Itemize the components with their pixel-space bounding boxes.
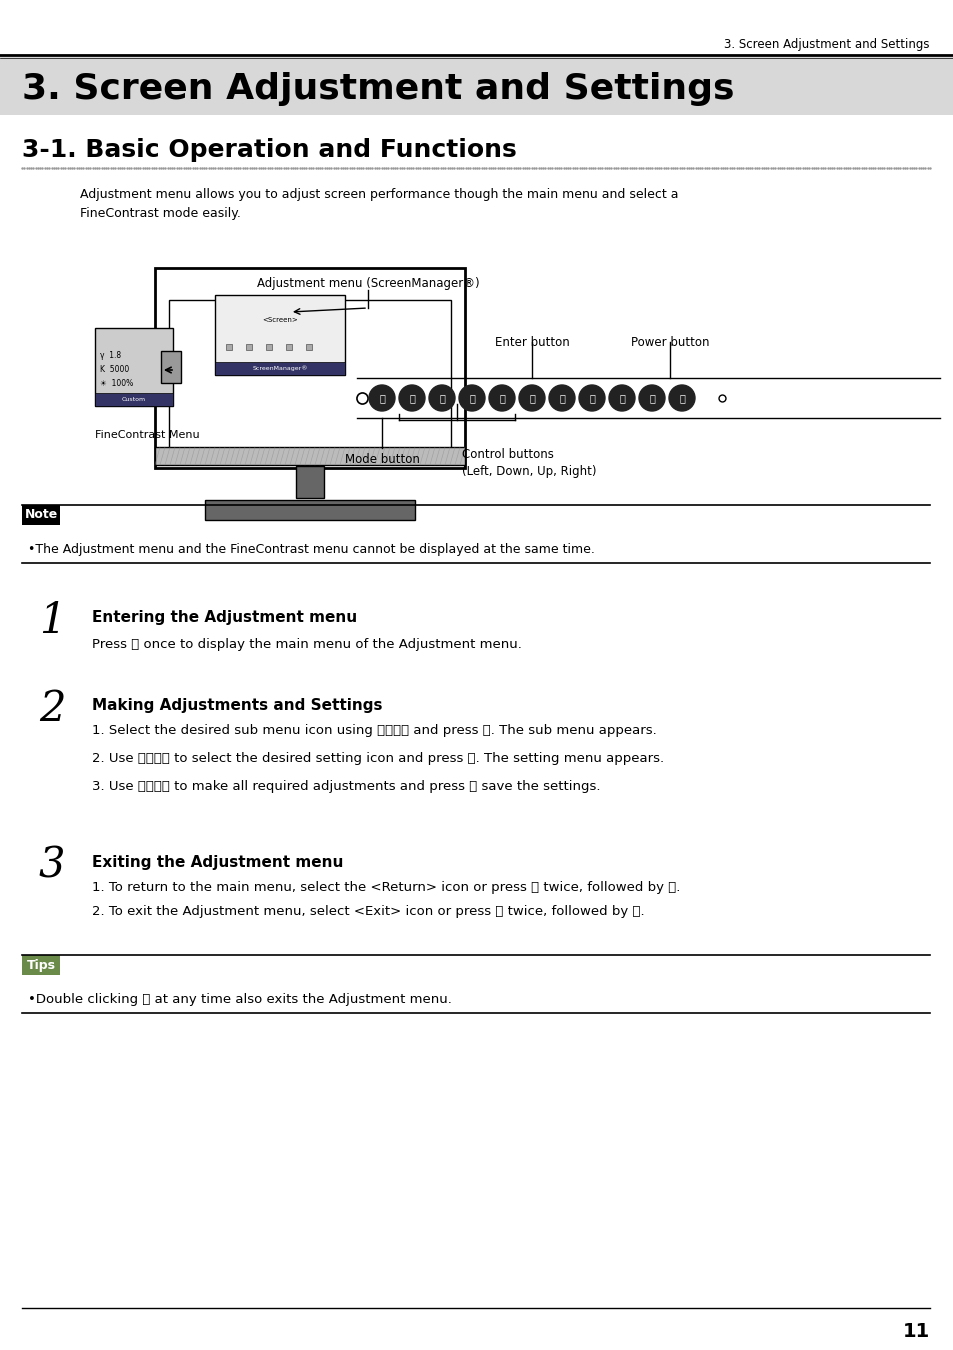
Text: Power button: Power button	[630, 336, 708, 350]
Text: ⓖ: ⓖ	[588, 393, 595, 404]
Text: Tips: Tips	[27, 958, 55, 972]
Text: ⓒ: ⓒ	[409, 393, 415, 404]
Text: K  5000: K 5000	[100, 366, 129, 374]
FancyBboxPatch shape	[22, 954, 60, 975]
Text: ⓢ: ⓢ	[648, 393, 655, 404]
FancyBboxPatch shape	[95, 328, 172, 406]
Text: ⓓ: ⓓ	[498, 393, 504, 404]
FancyBboxPatch shape	[205, 500, 415, 520]
FancyBboxPatch shape	[161, 351, 181, 383]
Text: Exiting the Adjustment menu: Exiting the Adjustment menu	[91, 855, 343, 869]
Text: 2. Use ⓜⓥⓤⓥ to select the desired setting icon and press ⓞ. The setting menu app: 2. Use ⓜⓥⓤⓥ to select the desired settin…	[91, 752, 663, 765]
Text: Adjustment menu allows you to adjust screen performance though the main menu and: Adjustment menu allows you to adjust scr…	[80, 188, 678, 220]
Text: 3. Use ⓜⓥⓤⓥ to make all required adjustments and press ⓞ save the settings.: 3. Use ⓜⓥⓤⓥ to make all required adjustm…	[91, 780, 599, 792]
Circle shape	[518, 385, 544, 410]
FancyBboxPatch shape	[95, 393, 172, 406]
Text: •Double clicking ⓞ at any time also exits the Adjustment menu.: •Double clicking ⓞ at any time also exit…	[28, 994, 452, 1006]
Text: γ  1.8: γ 1.8	[100, 351, 121, 360]
Circle shape	[398, 385, 424, 410]
Text: ⓑ: ⓑ	[378, 393, 384, 404]
FancyBboxPatch shape	[0, 57, 953, 115]
Text: 3: 3	[39, 845, 65, 887]
Text: 2: 2	[39, 688, 65, 730]
Circle shape	[429, 385, 455, 410]
FancyBboxPatch shape	[169, 300, 451, 454]
Circle shape	[548, 385, 575, 410]
Text: ⓢ: ⓢ	[679, 393, 684, 404]
FancyBboxPatch shape	[295, 466, 324, 498]
Text: Enter button: Enter button	[494, 336, 569, 350]
Text: Adjustment menu (ScreenManager®): Adjustment menu (ScreenManager®)	[256, 277, 478, 290]
FancyBboxPatch shape	[214, 362, 345, 375]
Circle shape	[489, 385, 515, 410]
Circle shape	[608, 385, 635, 410]
FancyBboxPatch shape	[154, 269, 464, 468]
Text: ⓐ: ⓐ	[469, 393, 475, 404]
Text: Note: Note	[25, 509, 57, 521]
Circle shape	[668, 385, 695, 410]
Circle shape	[639, 385, 664, 410]
Text: ⓗ: ⓗ	[438, 393, 444, 404]
FancyBboxPatch shape	[22, 505, 60, 525]
Text: ScreenManager®: ScreenManager®	[252, 366, 308, 371]
Text: Mode button: Mode button	[344, 454, 419, 466]
Text: ⓢ: ⓢ	[558, 393, 564, 404]
Text: ⓖ: ⓖ	[529, 393, 535, 404]
Circle shape	[578, 385, 604, 410]
Text: <Screen>: <Screen>	[262, 317, 297, 323]
Text: 1. To return to the main menu, select the <Return> icon or press ⓞ twice, follow: 1. To return to the main menu, select th…	[91, 882, 679, 894]
Circle shape	[458, 385, 484, 410]
Text: 2. To exit the Adjustment menu, select <Exit> icon or press ⓞ twice, followed by: 2. To exit the Adjustment menu, select <…	[91, 904, 644, 918]
Text: ☀  100%: ☀ 100%	[100, 379, 133, 389]
Text: 1. Select the desired sub menu icon using ⓜⓥⓤⓥ and press ⓞ. The sub menu appears: 1. Select the desired sub menu icon usin…	[91, 724, 656, 737]
Text: Control buttons
(Left, Down, Up, Right): Control buttons (Left, Down, Up, Right)	[461, 448, 596, 478]
Text: Press ⓞ once to display the main menu of the Adjustment menu.: Press ⓞ once to display the main menu of…	[91, 639, 521, 651]
Text: Custom: Custom	[122, 397, 146, 402]
Text: 3. Screen Adjustment and Settings: 3. Screen Adjustment and Settings	[723, 38, 929, 51]
Text: 3. Screen Adjustment and Settings: 3. Screen Adjustment and Settings	[22, 72, 734, 107]
Text: ⓑ: ⓑ	[618, 393, 624, 404]
Text: Entering the Adjustment menu: Entering the Adjustment menu	[91, 610, 356, 625]
Text: 3-1. Basic Operation and Functions: 3-1. Basic Operation and Functions	[22, 138, 517, 162]
Text: FineContrast Menu: FineContrast Menu	[95, 431, 199, 440]
Text: •The Adjustment menu and the FineContrast menu cannot be displayed at the same t: •The Adjustment menu and the FineContras…	[28, 543, 595, 556]
FancyBboxPatch shape	[154, 447, 464, 464]
Text: 1: 1	[39, 599, 65, 643]
Text: Making Adjustments and Settings: Making Adjustments and Settings	[91, 698, 382, 713]
Text: 11: 11	[902, 1322, 929, 1341]
Circle shape	[369, 385, 395, 410]
FancyBboxPatch shape	[214, 296, 345, 375]
